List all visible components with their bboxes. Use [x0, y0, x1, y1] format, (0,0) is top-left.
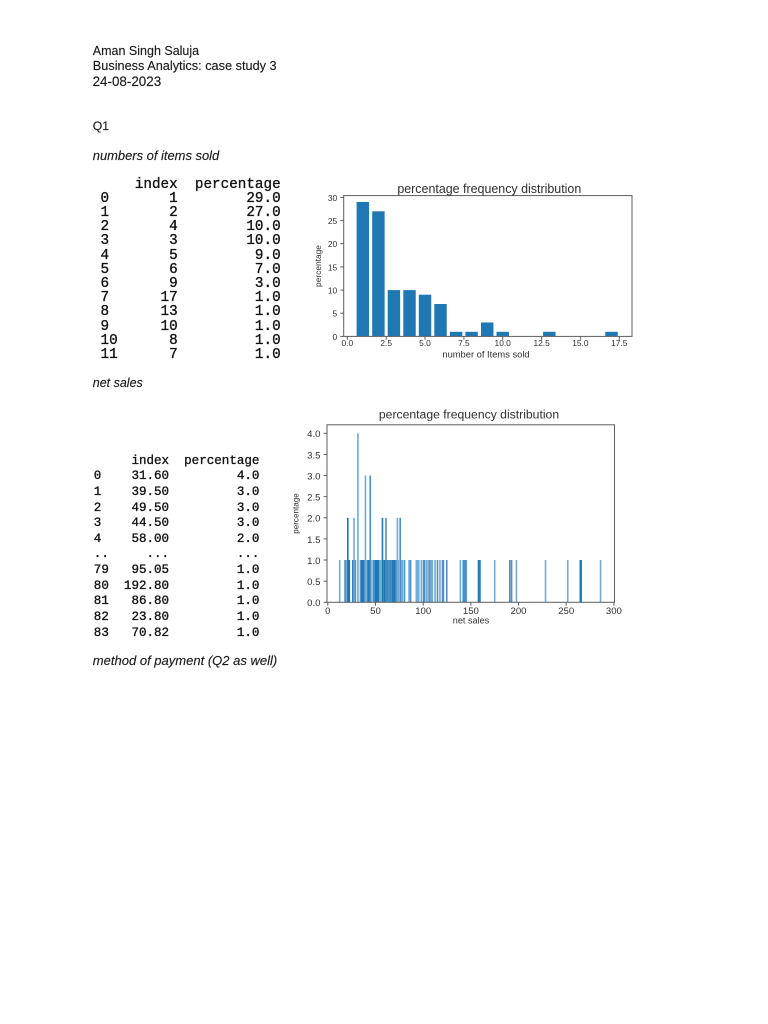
svg-text:0.5: 0.5	[307, 577, 320, 588]
svg-text:number of Items sold: number of Items sold	[442, 350, 529, 360]
svg-text:0.0: 0.0	[307, 598, 320, 609]
svg-text:percentage: percentage	[313, 245, 323, 287]
svg-text:percentage frequency distribut: percentage frequency distribution	[397, 182, 581, 196]
svg-text:10.0: 10.0	[495, 338, 512, 348]
svg-text:0.0: 0.0	[341, 338, 353, 348]
svg-text:25: 25	[328, 216, 338, 226]
svg-text:3.5: 3.5	[307, 450, 320, 461]
svg-text:3.0: 3.0	[307, 471, 320, 482]
svg-text:10: 10	[328, 286, 338, 296]
svg-text:percentage: percentage	[292, 493, 301, 534]
svg-text:17.5: 17.5	[611, 338, 628, 348]
svg-text:300: 300	[606, 606, 622, 617]
svg-text:100: 100	[415, 606, 431, 617]
svg-text:0: 0	[333, 332, 338, 342]
svg-text:15: 15	[328, 262, 338, 272]
svg-text:20: 20	[328, 239, 338, 249]
svg-text:2.5: 2.5	[380, 338, 392, 348]
svg-text:50: 50	[370, 606, 381, 617]
svg-text:1.0: 1.0	[307, 556, 320, 567]
svg-text:7.5: 7.5	[458, 338, 470, 348]
svg-text:2.5: 2.5	[307, 493, 320, 504]
svg-text:net sales: net sales	[453, 616, 490, 626]
svg-text:15.0: 15.0	[572, 338, 589, 348]
svg-text:250: 250	[558, 606, 574, 617]
svg-text:30: 30	[328, 193, 338, 203]
svg-text:2.0: 2.0	[307, 514, 320, 525]
svg-text:5.0: 5.0	[419, 338, 431, 348]
svg-text:4.0: 4.0	[307, 429, 320, 440]
svg-text:0: 0	[325, 606, 330, 617]
svg-text:12.5: 12.5	[533, 338, 550, 348]
svg-text:1.5: 1.5	[307, 535, 320, 546]
svg-text:200: 200	[510, 606, 526, 617]
svg-text:5: 5	[333, 309, 338, 319]
svg-text:percentage frequency distribut: percentage frequency distribution	[379, 408, 559, 422]
svg-text:150: 150	[463, 606, 479, 617]
